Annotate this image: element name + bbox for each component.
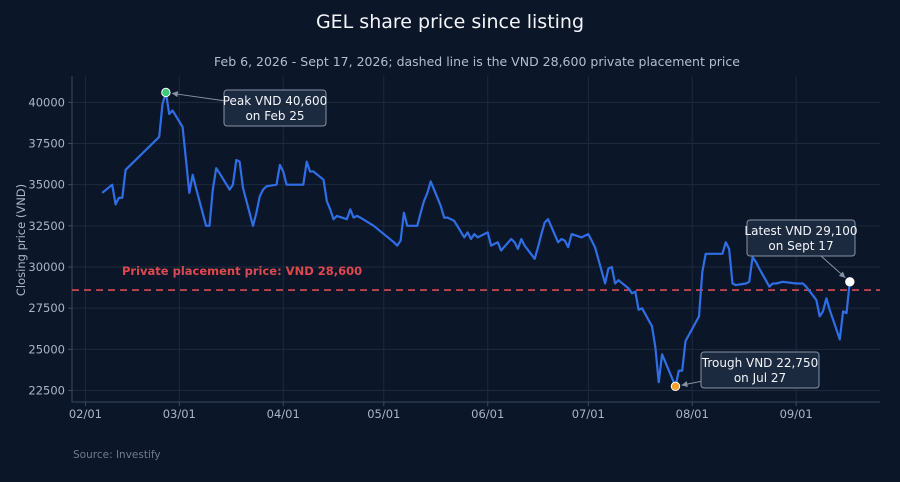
y-tick-label: 30000 — [28, 260, 65, 274]
latest-label-line: Latest VND 29,100 — [744, 224, 857, 238]
y-tick-label: 22500 — [28, 383, 65, 397]
y-tick-label: 32500 — [28, 219, 65, 233]
trough-box — [700, 351, 820, 389]
peak-label-line: Peak VND 40,600 — [223, 94, 328, 108]
x-tick-label: 04/01 — [267, 407, 300, 421]
trough-label-line: on Jul 27 — [734, 371, 786, 385]
source-note: Source: Investify — [73, 449, 161, 461]
peak-box — [223, 89, 327, 127]
x-tick-label: 03/01 — [163, 407, 196, 421]
peak-arrow — [171, 92, 225, 102]
private-placement-label: Private placement price: VND 28,600 — [122, 264, 362, 278]
peak-marker — [161, 87, 171, 98]
peak-arrowhead — [171, 91, 179, 98]
latest-arrowhead — [838, 271, 846, 278]
x-tick-label: 08/01 — [676, 407, 709, 421]
trough-label-line: Trough VND 22,750 — [701, 356, 818, 370]
price-series-line — [101, 91, 851, 388]
chart-title: GEL share price since listing — [316, 11, 584, 33]
latest-box — [746, 219, 856, 257]
x-tick-label: 06/01 — [471, 407, 504, 421]
latest-label-line: on Sept 17 — [768, 239, 833, 253]
reference-line-group: Private placement price: VND 28,600 — [72, 264, 880, 291]
trough-arrowhead — [681, 381, 688, 388]
y-axis-title: Closing price (VND) — [14, 184, 28, 296]
trough-marker — [670, 381, 681, 392]
y-tick-label: 37500 — [28, 137, 65, 151]
peak-label-line: on Feb 25 — [245, 109, 304, 123]
y-tick-label: 27500 — [28, 301, 65, 315]
axes: 22500 25000 27500 30000 32500 35000 37500 40000… — [28, 76, 880, 421]
gridlines — [72, 76, 880, 402]
latest-marker — [845, 277, 855, 287]
x-tick-label: 09/01 — [780, 407, 813, 421]
y-tick-label: 35000 — [28, 178, 65, 192]
chart-subtitle: Feb 6, 2026 - Sept 17, 2026; dashed line… — [214, 54, 740, 69]
series-group — [101, 91, 851, 388]
x-tick-label: 05/01 — [367, 407, 400, 421]
y-tick-label: 25000 — [28, 342, 65, 356]
x-tick-label: 07/01 — [572, 407, 605, 421]
y-tick-label: 40000 — [28, 95, 65, 109]
x-tick-label: 02/01 — [69, 407, 102, 421]
